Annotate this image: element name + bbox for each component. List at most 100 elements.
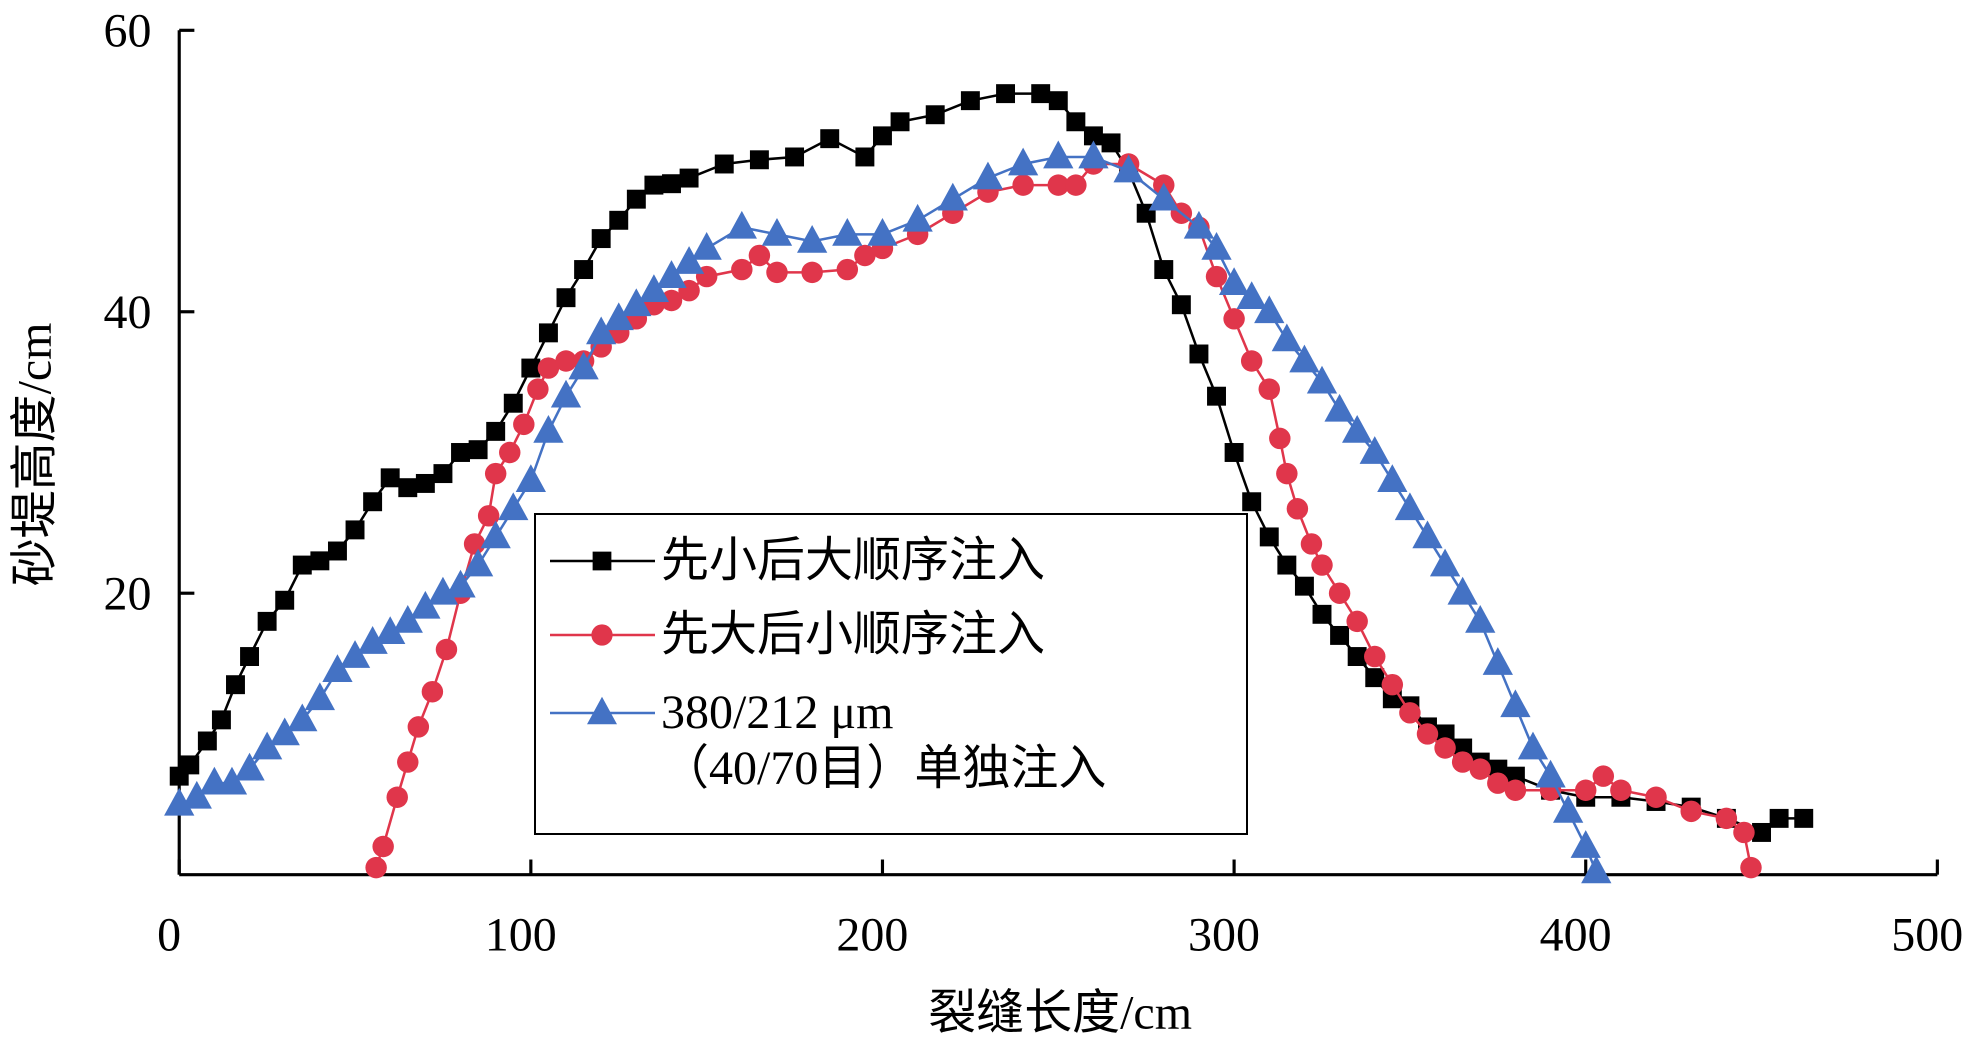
marker bbox=[372, 835, 394, 858]
marker bbox=[216, 766, 248, 795]
marker bbox=[1364, 645, 1386, 668]
marker bbox=[1286, 498, 1309, 520]
x-tick-label: 300 bbox=[1188, 908, 1260, 961]
marker bbox=[1465, 604, 1496, 633]
marker bbox=[1066, 112, 1086, 132]
marker bbox=[714, 154, 734, 174]
marker bbox=[451, 443, 470, 462]
marker bbox=[902, 203, 933, 232]
marker bbox=[1012, 174, 1034, 196]
series bbox=[164, 140, 1612, 884]
marker bbox=[1733, 821, 1755, 844]
marker bbox=[498, 492, 529, 521]
marker bbox=[996, 84, 1016, 104]
marker bbox=[1171, 295, 1191, 315]
marker bbox=[357, 626, 388, 654]
marker bbox=[1289, 344, 1320, 373]
y-axis-label: 砂堤高度/cm bbox=[8, 323, 61, 587]
marker bbox=[1328, 582, 1351, 604]
marker bbox=[462, 548, 494, 577]
marker bbox=[586, 316, 617, 345]
legend-label: 先小后大顺序注入 bbox=[661, 534, 1046, 587]
marker bbox=[339, 640, 371, 668]
marker bbox=[1504, 779, 1527, 801]
marker bbox=[656, 260, 687, 288]
marker bbox=[749, 150, 769, 170]
marker bbox=[1242, 492, 1262, 512]
marker bbox=[854, 244, 876, 267]
marker bbox=[537, 357, 560, 379]
marker bbox=[591, 624, 613, 646]
legend-icon bbox=[550, 551, 655, 571]
marker bbox=[515, 464, 546, 492]
marker bbox=[660, 289, 683, 312]
marker bbox=[380, 468, 400, 488]
marker bbox=[1259, 527, 1279, 547]
marker bbox=[1610, 779, 1632, 801]
marker bbox=[638, 274, 670, 303]
marker bbox=[1065, 174, 1087, 196]
marker bbox=[1581, 855, 1612, 884]
marker bbox=[761, 217, 793, 246]
marker bbox=[1031, 84, 1051, 104]
marker bbox=[1224, 443, 1244, 462]
marker bbox=[538, 323, 558, 343]
marker bbox=[1447, 576, 1478, 605]
marker bbox=[556, 288, 576, 308]
marker bbox=[484, 462, 507, 485]
marker bbox=[468, 440, 488, 460]
marker bbox=[1269, 427, 1291, 450]
marker bbox=[1482, 647, 1513, 675]
marker bbox=[1189, 344, 1209, 364]
marker bbox=[415, 473, 435, 493]
marker bbox=[477, 505, 500, 527]
marker bbox=[164, 787, 195, 816]
marker bbox=[1451, 751, 1474, 773]
marker bbox=[327, 541, 347, 561]
marker bbox=[345, 520, 365, 540]
marker bbox=[1535, 759, 1566, 788]
marker bbox=[1570, 830, 1601, 858]
marker bbox=[211, 710, 231, 730]
marker bbox=[257, 611, 277, 631]
marker bbox=[731, 258, 753, 281]
legend: 先小后大顺序注入 先大后小顺序注入 380/212 μm （40/70目）单独注入 bbox=[534, 513, 1248, 835]
marker bbox=[1500, 689, 1531, 718]
marker bbox=[1469, 758, 1491, 780]
marker bbox=[1271, 323, 1302, 352]
marker bbox=[766, 261, 788, 284]
marker bbox=[1517, 731, 1549, 760]
marker bbox=[626, 189, 646, 209]
marker bbox=[550, 379, 582, 408]
marker bbox=[555, 350, 577, 372]
marker bbox=[1276, 462, 1298, 485]
marker bbox=[1552, 794, 1584, 823]
marker bbox=[486, 421, 506, 441]
marker bbox=[1201, 232, 1232, 260]
marker bbox=[1294, 576, 1314, 596]
marker bbox=[1240, 350, 1263, 372]
marker bbox=[386, 786, 408, 808]
marker bbox=[310, 551, 330, 571]
marker bbox=[392, 604, 423, 633]
marker bbox=[292, 555, 312, 575]
marker bbox=[785, 147, 805, 167]
marker bbox=[1113, 154, 1144, 183]
marker bbox=[679, 168, 699, 188]
marker bbox=[1381, 673, 1404, 696]
y-tick-label: 20 bbox=[104, 568, 152, 621]
marker bbox=[1078, 140, 1109, 169]
marker bbox=[427, 576, 459, 605]
marker bbox=[1365, 668, 1385, 688]
marker bbox=[960, 91, 980, 111]
marker bbox=[1347, 647, 1367, 667]
marker bbox=[240, 647, 260, 667]
marker bbox=[407, 716, 430, 738]
marker bbox=[1769, 808, 1789, 828]
x-axis-label: 裂缝长度/cm bbox=[928, 987, 1192, 1040]
marker bbox=[1154, 260, 1174, 280]
marker bbox=[621, 288, 652, 317]
marker bbox=[365, 856, 387, 879]
marker bbox=[1794, 808, 1814, 828]
